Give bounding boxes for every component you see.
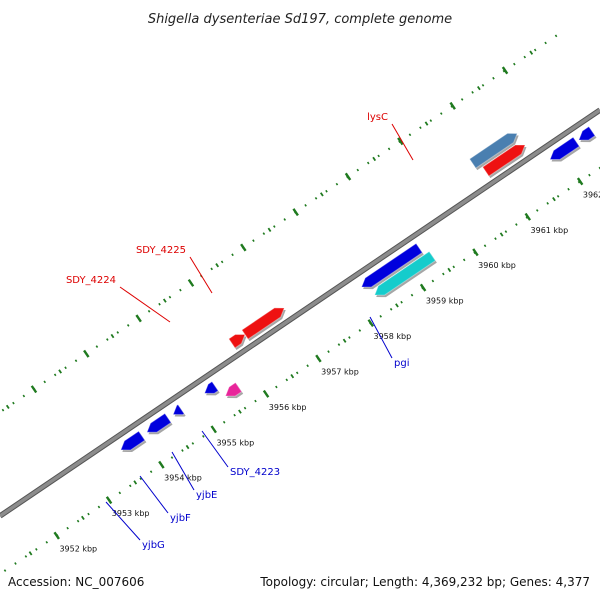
minor-tick bbox=[5, 404, 10, 410]
gene-arrow-g11 bbox=[481, 144, 526, 177]
scale-tick-label: 3952 kbp bbox=[59, 545, 97, 554]
gene-arrow-g7 bbox=[241, 307, 285, 340]
map-title: Shigella dysenteriae Sd197, complete gen… bbox=[148, 12, 452, 27]
backbone-line bbox=[0, 108, 600, 518]
scale-tick-label: 3959 kbp bbox=[426, 297, 464, 306]
major-tick bbox=[292, 208, 299, 217]
major-tick bbox=[30, 385, 38, 394]
scale-tick-label: 3958 kbp bbox=[373, 332, 411, 341]
minor-tick bbox=[133, 480, 138, 485]
gene-arrow-g8 bbox=[360, 242, 423, 288]
map-layer: 3952 kbp 3953 kbp 3954 kbp 3955 kbp 3956 kbp… bbox=[0, 34, 600, 572]
minor-tick bbox=[81, 515, 85, 521]
major-tick bbox=[53, 531, 60, 540]
gene-label: yjbE bbox=[196, 490, 217, 501]
inner-dotted-ring bbox=[3, 166, 600, 572]
major-tick bbox=[367, 319, 375, 328]
major-tick bbox=[158, 460, 165, 469]
minor-tick bbox=[447, 267, 452, 273]
scale-tick-label: 3956 kbp bbox=[269, 403, 307, 412]
scale-tick-label: 3962 kbp bbox=[583, 190, 600, 199]
gene-label-leader bbox=[139, 475, 169, 514]
major-tick bbox=[397, 137, 404, 146]
gene-arrow-g13 bbox=[578, 125, 596, 141]
genome-summary-text: Topology: circular; Length: 4,369,232 bp… bbox=[259, 575, 590, 589]
scale-tick-label: 3961 kbp bbox=[531, 226, 569, 235]
minor-tick bbox=[215, 263, 220, 268]
scale-tick-label: 3957 kbp bbox=[321, 367, 359, 376]
scale-tick-label: 3954 kbp bbox=[164, 474, 202, 483]
gene-label-leader bbox=[391, 123, 414, 161]
minor-tick bbox=[499, 232, 504, 237]
minor-tick bbox=[185, 444, 190, 450]
minor-tick bbox=[552, 196, 556, 202]
major-tick bbox=[262, 389, 270, 398]
gene-label-leader bbox=[369, 316, 393, 359]
major-tick bbox=[501, 66, 509, 75]
scale-tick-label: 3960 kbp bbox=[478, 261, 516, 270]
minor-tick bbox=[372, 156, 377, 162]
minor-tick bbox=[342, 338, 347, 343]
gene-label-leader bbox=[105, 501, 141, 541]
major-tick bbox=[576, 177, 584, 186]
major-tick bbox=[187, 278, 195, 287]
gene-label-leader bbox=[189, 256, 213, 294]
minor-tick bbox=[477, 85, 481, 91]
scale-tick-label: 3953 kbp bbox=[112, 509, 150, 518]
major-tick bbox=[210, 425, 217, 434]
gene-label: pgi bbox=[394, 358, 409, 369]
minor-tick bbox=[58, 369, 62, 374]
gene-arrow-g2 bbox=[146, 412, 172, 433]
major-tick bbox=[419, 283, 427, 292]
gene-label: SDY_4224 bbox=[66, 275, 116, 286]
gene-arrow-g3 bbox=[172, 403, 185, 416]
gene-label-leader bbox=[119, 286, 171, 323]
minor-tick bbox=[238, 409, 242, 414]
minor-tick bbox=[162, 298, 167, 303]
major-tick bbox=[449, 101, 456, 110]
major-tick bbox=[344, 172, 352, 181]
minor-tick bbox=[110, 333, 115, 339]
minor-tick bbox=[424, 121, 429, 126]
minor-tick bbox=[267, 227, 272, 232]
major-tick bbox=[472, 248, 479, 257]
outer-dotted-ring bbox=[0, 34, 559, 414]
minor-tick bbox=[28, 551, 33, 556]
accession-text: Accession: NC_007606 bbox=[8, 575, 144, 589]
gene-label: yjbF bbox=[170, 513, 191, 524]
gene-arrow-g12 bbox=[549, 136, 581, 161]
gene-label: SDY_4223 bbox=[230, 467, 280, 478]
major-tick bbox=[315, 354, 322, 363]
major-tick bbox=[105, 496, 113, 505]
gene-arrow-g6 bbox=[228, 333, 246, 349]
major-tick bbox=[135, 314, 142, 323]
minor-tick bbox=[290, 374, 295, 379]
gene-arrow-g1 bbox=[120, 430, 146, 451]
gene-label: yjbG bbox=[142, 540, 165, 551]
scale-tick-label: 3955 kbp bbox=[216, 438, 254, 447]
gene-label-leader bbox=[171, 451, 195, 491]
gene-label-leader bbox=[201, 430, 229, 468]
gene-label: SDY_4225 bbox=[136, 245, 186, 256]
gene-arrow-g10 bbox=[468, 132, 518, 169]
gene-arrow-g9 bbox=[373, 250, 437, 296]
major-tick bbox=[240, 243, 247, 252]
major-tick bbox=[83, 349, 90, 358]
gene-arrow-g5 bbox=[224, 381, 243, 397]
gene-arrow-g4 bbox=[203, 380, 219, 394]
minor-tick bbox=[529, 50, 534, 55]
minor-tick bbox=[395, 303, 399, 308]
minor-tick bbox=[319, 192, 324, 197]
gene-label: lysC bbox=[367, 112, 388, 123]
major-tick bbox=[524, 212, 532, 221]
